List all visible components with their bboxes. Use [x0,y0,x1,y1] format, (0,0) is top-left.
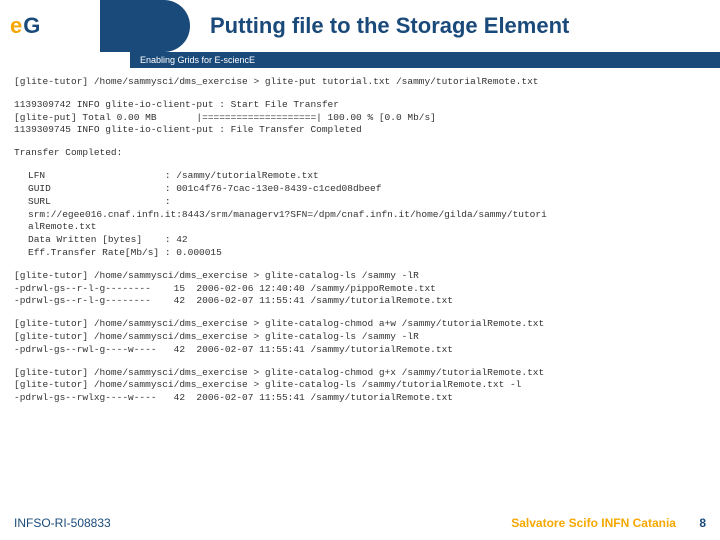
ls-line: -pdrwl-gs--r-l-g-------- 42 2006-02-07 1… [14,295,453,306]
logo-bg-shape [100,0,190,52]
command-block-2: [glite-tutor] /home/sammysci/dms_exercis… [14,270,706,308]
cmd-line: [glite-tutor] /home/sammysci/dms_exercis… [14,367,544,378]
logo-letter-ee: ee [41,13,67,38]
terminal-content: [glite-tutor] /home/sammysci/dms_exercis… [0,68,720,405]
slide-subtitle-bar: Enabling Grids for E-sciencE [130,52,720,68]
command-block-1: [glite-tutor] /home/sammysci/dms_exercis… [14,76,706,89]
detail-transfer-rate: Eff.Transfer Rate[Mb/s] : 0.000015 [28,247,222,258]
egee-logo: eGee [10,13,68,39]
out-line: 1139309742 INFO glite-io-client-put : St… [14,99,339,110]
detail-surl: SURL : [28,196,176,207]
footer-right-wrap: Salvatore Scifo INFN Catania 8 [511,516,706,530]
page-number: 8 [699,516,706,530]
cmd-line: [glite-tutor] /home/sammysci/dms_exercis… [14,76,539,87]
cmd-line: [glite-tutor] /home/sammysci/dms_exercis… [14,318,544,329]
command-block-4: [glite-tutor] /home/sammysci/dms_exercis… [14,367,706,405]
cmd-line: [glite-tutor] /home/sammysci/dms_exercis… [14,270,419,281]
detail-data-written: Data Written [bytes] : 42 [28,234,188,245]
footer-author: Salvatore Scifo INFN Catania [511,516,676,530]
detail-surl-cont: srm://egee016.cnaf.infn.it:8443/srm/mana… [28,209,547,220]
ls-line: -pdrwl-gs--rwlxg----w---- 42 2006-02-07 … [14,392,453,403]
logo-letter-e: e [10,13,23,38]
transfer-completed-label: Transfer Completed: [14,147,706,160]
slide-header: eGee Putting file to the Storage Element [0,0,720,52]
cmd-line: [glite-tutor] /home/sammysci/dms_exercis… [14,331,419,342]
detail-guid: GUID : 001c4f76-7cac-13e0-8439-c1ced08db… [28,183,381,194]
ls-line: -pdrwl-gs--r-l-g-------- 15 2006-02-06 1… [14,283,436,294]
out-line: [glite-put] Total 0.00 MB |=============… [14,112,436,123]
command-block-3: [glite-tutor] /home/sammysci/dms_exercis… [14,318,706,356]
detail-lfn: LFN : /sammy/tutorialRemote.txt [28,170,319,181]
detail-surl-cont2: alRemote.txt [28,221,96,232]
output-block-1: 1139309742 INFO glite-io-client-put : St… [14,99,706,137]
slide-footer: INFSO-RI-508833 Salvatore Scifo INFN Cat… [0,516,720,530]
ls-line: -pdrwl-gs--rwl-g----w---- 42 2006-02-07 … [14,344,453,355]
logo-letter-g: G [23,13,41,38]
out-line: 1139309745 INFO glite-io-client-put : Fi… [14,124,362,135]
logo-area: eGee [0,0,190,52]
slide-subtitle: Enabling Grids for E-sciencE [140,55,255,65]
footer-left-id: INFSO-RI-508833 [14,516,111,530]
transfer-details: LFN : /sammy/tutorialRemote.txt GUID : 0… [28,170,706,260]
slide-title: Putting file to the Storage Element [190,13,720,39]
cmd-line: [glite-tutor] /home/sammysci/dms_exercis… [14,379,521,390]
